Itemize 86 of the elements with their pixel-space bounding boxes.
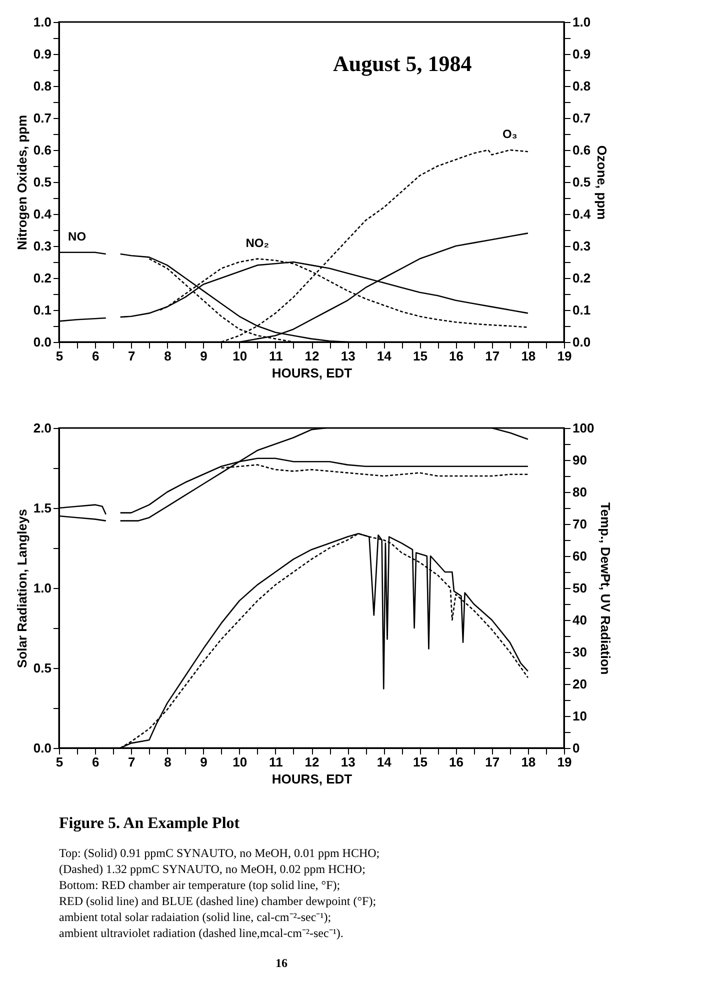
- y2-tick-label: 50: [572, 580, 587, 596]
- y2-tick-label: 0.0: [572, 334, 591, 350]
- y2-tick-label: 0.3: [572, 238, 591, 254]
- x-tick-label: 5: [56, 754, 64, 770]
- annotation: NO: [68, 229, 86, 244]
- y2-tick-label: 40: [572, 612, 587, 628]
- x-tick-label: 8: [164, 754, 172, 770]
- text: August 5, 1984: [333, 51, 472, 76]
- text: ambient total solar radaiation (solid line, cal-cm⁻²-sec⁻¹);: [59, 910, 332, 924]
- x-tick-label: 14: [376, 348, 392, 364]
- y2-tick-label: 0.4: [572, 206, 592, 222]
- text: 16: [276, 956, 288, 970]
- x-tick-label: 8: [164, 348, 172, 364]
- text: Bottom: RED chamber air temperature (top solid line, °F);: [59, 878, 340, 892]
- y2-tick-label: 70: [572, 516, 587, 532]
- y2-tick-label: 30: [572, 644, 587, 660]
- x-tick-label: 11: [269, 754, 283, 770]
- x-axis-title: HOURS, EDT: [272, 772, 352, 786]
- x-tick-label: 7: [128, 754, 136, 770]
- y-tick-label: 0.6: [33, 142, 52, 158]
- x-tick-label: 6: [92, 754, 100, 770]
- y2-tick-label: 10: [572, 708, 587, 724]
- y-tick-label: 1.0: [33, 14, 52, 30]
- x-tick-label: 16: [449, 348, 464, 364]
- y-tick-label: 0.2: [33, 270, 52, 286]
- y-tick-label: 2.0: [33, 420, 52, 436]
- x-tick-label: 12: [304, 754, 320, 770]
- x-tick-label: 16: [449, 754, 464, 770]
- annotation: O₃: [502, 127, 518, 141]
- y2-tick-label: 1.0: [572, 14, 591, 30]
- y2-axis-title: Ozone, ppm: [594, 145, 610, 220]
- y-tick-label: 0.8: [33, 78, 52, 94]
- x-tick-label: 12: [304, 348, 320, 364]
- x-tick-label: 15: [412, 754, 428, 770]
- y2-tick-label: 0: [572, 740, 580, 756]
- y-tick-label: 0.4: [33, 206, 52, 222]
- x-tick-label: 10: [232, 754, 248, 770]
- x-tick-label: 18: [521, 348, 536, 364]
- y-tick-label: 1.0: [33, 580, 52, 596]
- y-tick-label: 1.5: [33, 500, 52, 516]
- y-tick-label: 0.9: [33, 46, 52, 62]
- x-tick-label: 13: [340, 348, 356, 364]
- y2-tick-label: 0.5: [572, 174, 591, 190]
- y-axis-title: Nitrogen Oxides, ppm: [14, 114, 30, 250]
- text: RED (solid line) and BLUE (dashed line) chamber dewpoint (°F);: [59, 894, 376, 908]
- y-tick-label: 0.0: [33, 334, 52, 350]
- x-tick-label: 9: [200, 754, 208, 770]
- y2-tick-label: 90: [572, 452, 587, 468]
- y-axis-title: Solar Radiation, Langleys: [14, 509, 30, 668]
- x-tick-label: 18: [521, 754, 536, 770]
- y-tick-label: 0.1: [33, 302, 52, 318]
- y2-tick-label: 20: [572, 676, 587, 692]
- y2-tick-label: 100: [572, 420, 594, 436]
- x-tick-label: 10: [232, 348, 248, 364]
- y-tick-label: 0.5: [33, 174, 52, 190]
- caption: Figure 5. An Example Plot: [59, 815, 240, 832]
- y2-tick-label: 0.9: [572, 46, 591, 62]
- x-tick-label: 5: [56, 348, 64, 364]
- x-tick-label: 17: [485, 348, 500, 364]
- x-tick-label: 17: [485, 754, 500, 770]
- x-tick-label: 15: [412, 348, 428, 364]
- x-tick-label: 9: [200, 348, 208, 364]
- y2-axis-title: Temp., DewPt, UV Radiation: [598, 502, 614, 675]
- y-tick-label: 0.3: [33, 238, 52, 254]
- x-tick-label: 13: [340, 754, 356, 770]
- y2-tick-label: 0.6: [572, 142, 591, 158]
- text: Top: (Solid) 0.91 ppmC SYNAUTO, no MeOH, 0.01 ppm HCHO;: [59, 846, 380, 860]
- x-tick-label: 7: [128, 348, 136, 364]
- annotation: NO₂: [246, 236, 270, 250]
- y2-tick-label: 60: [572, 548, 587, 564]
- y-tick-label: 0.0: [33, 740, 52, 756]
- text: ambient ultraviolet radiation (dashed line,mcal-cm⁻²-sec⁻¹).: [59, 926, 344, 940]
- x-tick-label: 19: [557, 754, 572, 770]
- x-tick-label: 6: [92, 348, 100, 364]
- text: (Dashed) 1.32 ppmC SYNAUTO, no MeOH, 0.02 ppm HCHO;: [59, 862, 366, 876]
- y2-tick-label: 0.8: [572, 78, 591, 94]
- y2-tick-label: 0.2: [572, 270, 591, 286]
- y2-tick-label: 0.1: [572, 302, 591, 318]
- x-axis-title: HOURS, EDT: [272, 366, 352, 380]
- y2-tick-label: 0.7: [572, 110, 591, 126]
- x-tick-label: 11: [269, 348, 283, 364]
- x-tick-label: 19: [557, 348, 572, 364]
- y-tick-label: 0.7: [33, 110, 52, 126]
- x-tick-label: 14: [376, 754, 392, 770]
- y-tick-label: 0.5: [33, 660, 52, 676]
- y2-tick-label: 80: [572, 484, 587, 500]
